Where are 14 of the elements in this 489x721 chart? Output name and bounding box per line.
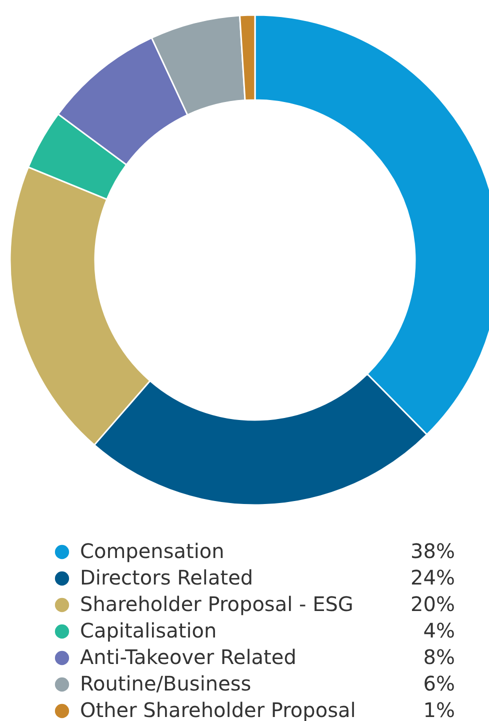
data-label: 6%	[423, 672, 455, 696]
data-label: 38%	[410, 539, 455, 563]
legend-label: Compensation	[80, 539, 224, 563]
legend-label: Other Shareholder Proposal	[80, 698, 356, 721]
legend-label: Routine/Business	[80, 672, 252, 696]
legend-label: Directors Related	[80, 566, 254, 590]
data-label: 1%	[423, 698, 455, 721]
data-label: 4%	[423, 618, 455, 642]
legend-label: Shareholder Proposal - ESG	[80, 592, 354, 616]
legend-label: Anti-Takeover Related	[80, 645, 296, 669]
data-label: 24%	[410, 566, 455, 590]
legend-label: Capitalisation	[80, 618, 217, 642]
data-label: 20%	[410, 592, 455, 616]
data-label: 8%	[423, 645, 455, 669]
